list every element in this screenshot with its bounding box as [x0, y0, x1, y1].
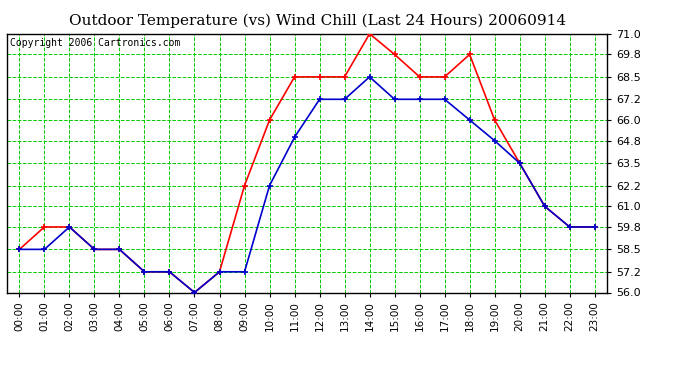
Text: Outdoor Temperature (vs) Wind Chill (Last 24 Hours) 20060914: Outdoor Temperature (vs) Wind Chill (Las… [69, 13, 566, 27]
Text: Copyright 2006 Cartronics.com: Copyright 2006 Cartronics.com [10, 38, 180, 48]
